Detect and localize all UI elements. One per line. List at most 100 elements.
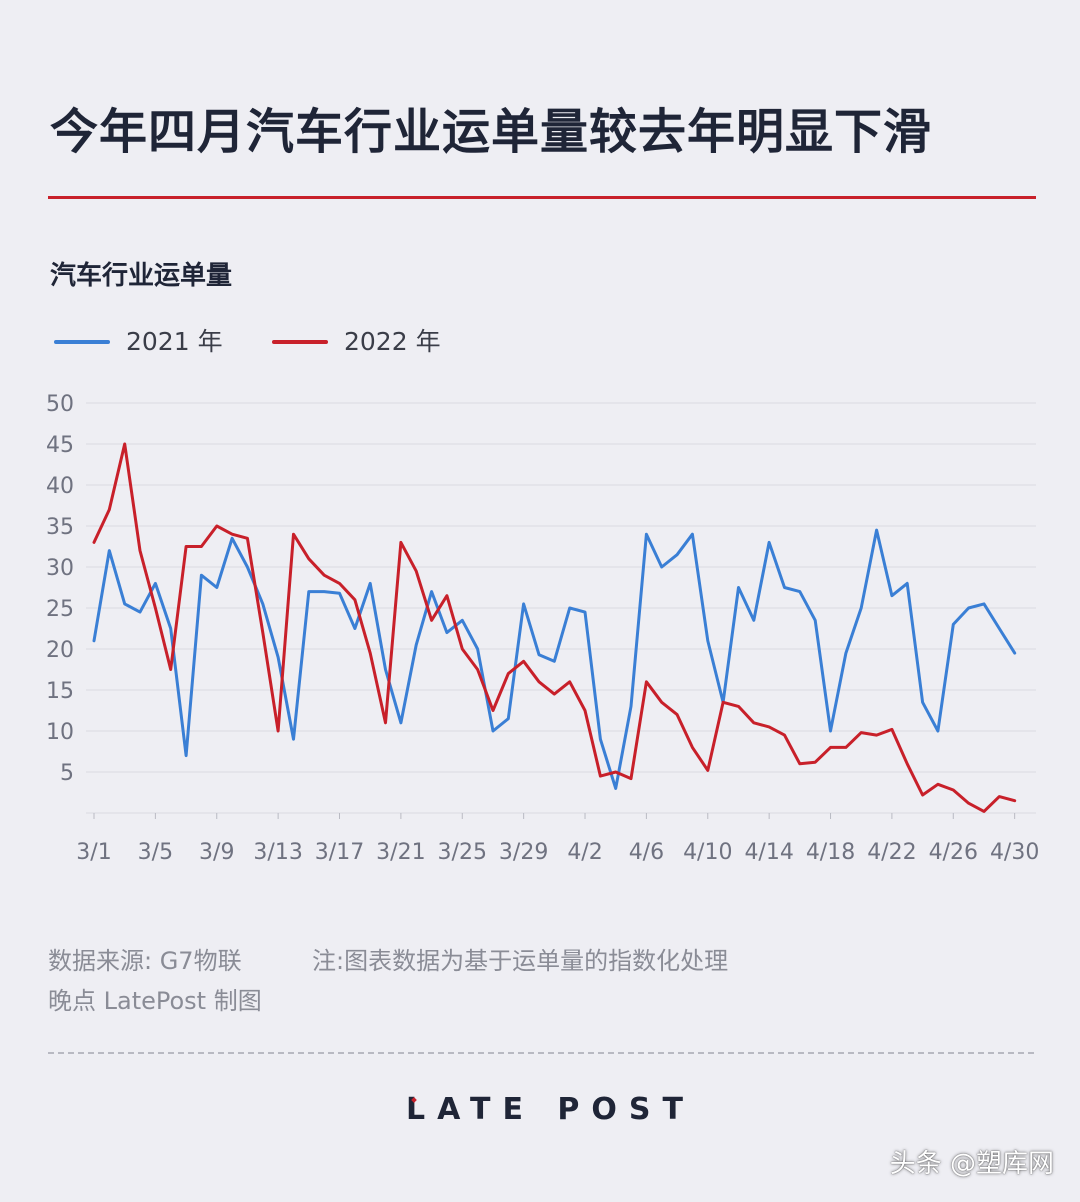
data-point-2021 <box>568 607 571 610</box>
page-title: 今年四月汽车行业运单量较去年明显下滑 <box>50 104 933 160</box>
data-point-2021 <box>277 656 280 659</box>
data-point-2021 <box>108 549 111 552</box>
y-tick-label: 40 <box>46 474 74 499</box>
data-point-2021 <box>492 730 495 733</box>
data-point-2022 <box>231 533 234 536</box>
x-tick-label: 4/30 <box>990 840 1039 865</box>
data-point-2021 <box>599 738 602 741</box>
data-point-2022 <box>829 746 832 749</box>
y-tick-label: 5 <box>60 761 74 786</box>
data-point-2022 <box>875 734 878 737</box>
legend-label-2021: 2021 年 <box>126 327 223 356</box>
data-point-2021 <box>522 602 525 605</box>
x-tick-label: 4/10 <box>683 840 732 865</box>
data-point-2022 <box>1013 799 1016 802</box>
data-point-2021 <box>967 607 970 610</box>
x-tick-label: 3/1 <box>76 840 111 865</box>
data-point-2022 <box>722 701 725 704</box>
data-point-2021 <box>906 582 909 585</box>
x-tick-label: 4/26 <box>929 840 978 865</box>
source-text: 数据来源: G7物联 <box>48 947 242 975</box>
data-point-2021 <box>461 619 464 622</box>
data-point-2022 <box>921 794 924 797</box>
note-text: 注:图表数据为基于运单量的指数化处理 <box>312 947 729 975</box>
data-point-2021 <box>998 627 1001 630</box>
data-point-2022 <box>338 582 341 585</box>
data-point-2022 <box>998 795 1001 798</box>
y-tick-label: 10 <box>46 720 74 745</box>
data-point-2022 <box>967 802 970 805</box>
data-point-2021 <box>476 648 479 651</box>
data-point-2021 <box>936 730 939 733</box>
data-point-2022 <box>139 549 142 552</box>
data-point-2021 <box>507 717 510 720</box>
line-chart: 5 10 15 20 25 30 35 40 45 50 3/1 3/5 3/9 3/13 3/17 3/21… <box>46 392 1039 865</box>
data-point-2021 <box>768 541 771 544</box>
data-point-2022 <box>798 762 801 765</box>
data-point-2022 <box>292 533 295 536</box>
series-line-2022 <box>92 442 1017 813</box>
y-tick-label: 15 <box>46 679 74 704</box>
data-point-2021 <box>215 586 218 589</box>
data-point-2022 <box>844 746 847 749</box>
data-point-2021 <box>185 754 188 757</box>
chart-subtitle: 汽车行业运单量 <box>50 261 233 291</box>
data-point-2022 <box>154 607 157 610</box>
brand-logo: LATE POST <box>406 1092 695 1127</box>
data-point-2021 <box>384 668 387 671</box>
data-point-2021 <box>338 592 341 595</box>
data-point-2021 <box>844 652 847 655</box>
x-tick-label: 4/18 <box>806 840 855 865</box>
data-point-2022 <box>584 709 587 712</box>
data-point-2021 <box>798 590 801 593</box>
data-point-2021 <box>139 611 142 614</box>
data-point-2022 <box>123 443 126 446</box>
data-point-2021 <box>706 639 709 642</box>
data-point-2021 <box>231 537 234 540</box>
x-tick-label: 3/25 <box>438 840 487 865</box>
data-point-2021 <box>814 619 817 622</box>
data-point-2021 <box>553 660 556 663</box>
data-point-2022 <box>890 728 893 731</box>
data-point-2021 <box>660 566 663 569</box>
data-point-2022 <box>246 537 249 540</box>
data-point-2022 <box>752 721 755 724</box>
data-point-2022 <box>200 545 203 548</box>
data-point-2022 <box>307 557 310 560</box>
data-point-2022 <box>353 598 356 601</box>
data-point-2022 <box>261 631 264 634</box>
data-point-2022 <box>93 541 96 544</box>
credit-text: 晚点 LatePost 制图 <box>48 987 262 1015</box>
data-point-2021 <box>860 607 863 610</box>
data-point-2022 <box>599 775 602 778</box>
series-line-2021 <box>92 528 1017 790</box>
data-point-2021 <box>752 619 755 622</box>
x-tick-label: 4/2 <box>567 840 602 865</box>
data-point-2021 <box>369 582 372 585</box>
y-tick-label: 20 <box>46 638 74 663</box>
data-point-2021 <box>829 730 832 733</box>
data-point-2022 <box>461 648 464 651</box>
data-point-2021 <box>645 533 648 536</box>
x-tick-label: 4/6 <box>629 840 664 865</box>
data-point-2022 <box>430 619 433 622</box>
data-point-2021 <box>921 701 924 704</box>
data-point-2021 <box>430 590 433 593</box>
data-point-2021 <box>952 623 955 626</box>
data-point-2022 <box>936 783 939 786</box>
data-point-2022 <box>507 672 510 675</box>
x-tick-label: 3/9 <box>199 840 234 865</box>
x-tick-label: 4/14 <box>744 840 793 865</box>
footer-divider <box>48 1052 1034 1054</box>
data-point-2021 <box>875 529 878 532</box>
data-point-2022 <box>983 810 986 813</box>
title-divider <box>48 196 1036 199</box>
data-point-2022 <box>706 769 709 772</box>
data-point-2022 <box>369 652 372 655</box>
data-point-2022 <box>783 734 786 737</box>
data-point-2022 <box>737 705 740 708</box>
data-point-2022 <box>814 761 817 764</box>
data-point-2022 <box>492 709 495 712</box>
data-point-2021 <box>676 553 679 556</box>
data-point-2021 <box>292 738 295 741</box>
